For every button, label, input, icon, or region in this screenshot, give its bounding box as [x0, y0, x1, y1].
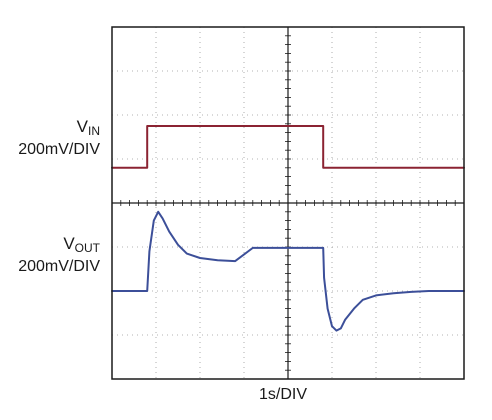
traces — [111, 125, 465, 332]
vin-channel-label: VIN — [76, 117, 100, 139]
grid — [111, 26, 465, 380]
x-axis-label: 1s/DIV — [259, 386, 308, 403]
vout-scale-label: 200mV/DIV — [18, 258, 100, 275]
vout-channel-label: VOUT — [63, 234, 100, 256]
vout-trace — [111, 210, 465, 332]
vin-trace — [111, 125, 465, 169]
plot-frame — [111, 26, 465, 380]
vin-scale-label: 200mV/DIV — [18, 141, 100, 158]
